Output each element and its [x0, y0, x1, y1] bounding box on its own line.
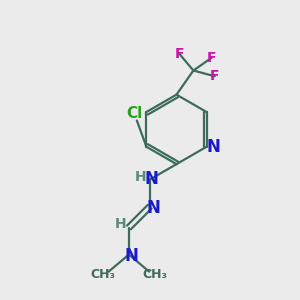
Text: H: H [135, 170, 147, 184]
Text: CH₃: CH₃ [142, 268, 167, 281]
Text: N: N [144, 170, 158, 188]
Text: F: F [174, 46, 184, 61]
Text: F: F [207, 51, 216, 65]
Text: N: N [146, 199, 160, 217]
Text: F: F [210, 69, 220, 83]
Text: Cl: Cl [126, 106, 142, 121]
Text: CH₃: CH₃ [91, 268, 116, 281]
Text: N: N [124, 247, 138, 265]
Text: N: N [206, 138, 220, 156]
Text: H: H [114, 217, 126, 231]
